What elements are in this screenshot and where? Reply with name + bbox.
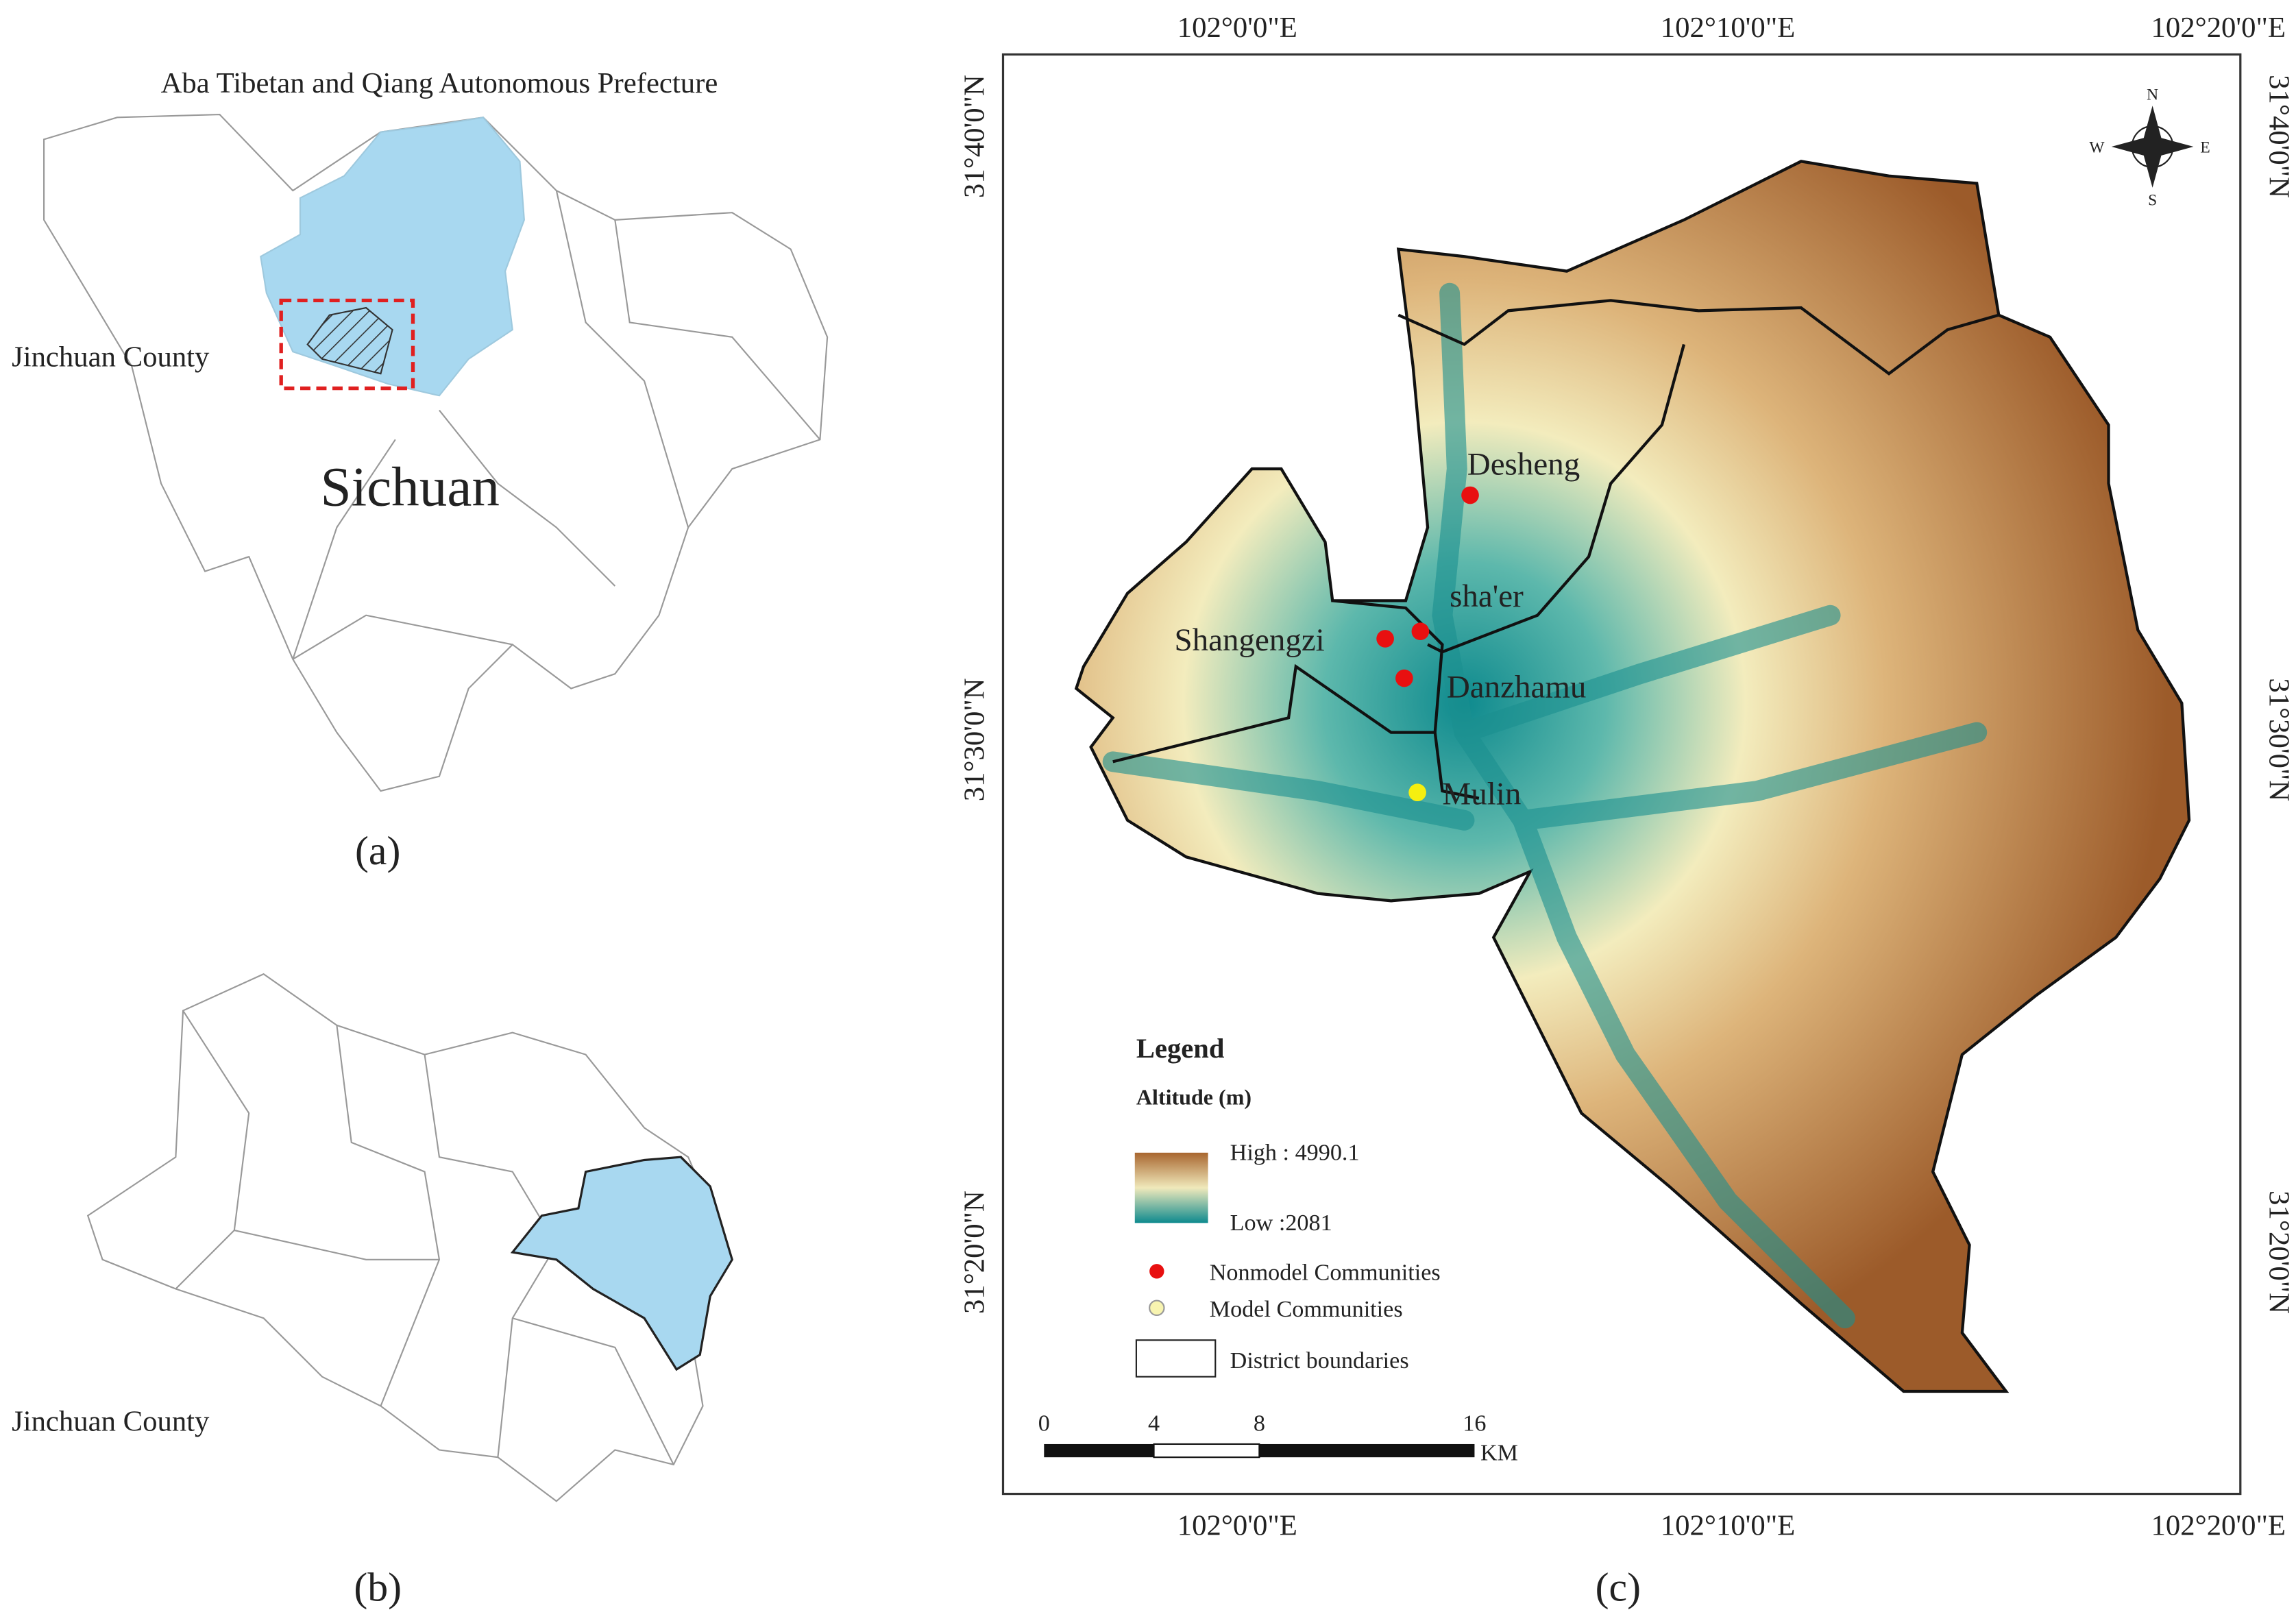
township-lines — [175, 1010, 674, 1465]
place-label: sha'er — [1450, 578, 1524, 614]
legend-subtitle: Altitude (m) — [1136, 1084, 1251, 1109]
legend-item: District boundaries — [1230, 1348, 1409, 1374]
legend-title: Legend — [1136, 1033, 1225, 1064]
scale-label: 8 — [1254, 1411, 1265, 1437]
axis-label: 31°20'0"N — [2263, 1191, 2295, 1314]
panel-c: 102°0'0"E 102°10'0"E 102°20'0"E 102°0'0"… — [959, 12, 2295, 1610]
community-dot — [1461, 486, 1479, 504]
scale-label: 0 — [1038, 1411, 1050, 1437]
district-boundaries — [1112, 299, 1999, 800]
scale-label: 4 — [1148, 1411, 1160, 1437]
highlight-box — [279, 298, 415, 391]
community-dot — [1408, 783, 1426, 802]
panel-title: Aba Tibetan and Qiang Autonomous Prefect… — [161, 67, 718, 99]
compass-label: N — [2147, 86, 2158, 104]
scale-unit: KM — [1480, 1440, 1518, 1465]
axis-label: 102°0'0"E — [1177, 1509, 1297, 1541]
compass-label: S — [2148, 191, 2157, 209]
legend: Legend Altitude (m) High : 4990.1 Low :2… — [1134, 1033, 1441, 1378]
county-hatch — [306, 306, 393, 375]
axis-label: 102°20'0"E — [2151, 12, 2286, 44]
legend-symbol — [1149, 1264, 1164, 1279]
terrain — [1074, 160, 2191, 1393]
prefecture-area — [260, 117, 525, 397]
scale-segment — [1153, 1443, 1260, 1459]
compass-label: E — [2200, 139, 2210, 157]
place-label: Desheng — [1467, 447, 1580, 483]
county-label: Jinchuan County — [12, 341, 210, 374]
axis-label: 31°40'0"N — [2263, 75, 2295, 198]
compass-label: W — [2089, 139, 2105, 157]
legend-high: High : 4990.1 — [1230, 1140, 1360, 1165]
scale-segment — [1259, 1443, 1475, 1458]
compass: N S W E — [2089, 86, 2210, 210]
caption: (b) — [354, 1565, 402, 1610]
caption: (a) — [355, 828, 400, 873]
scale-bar: 0 4 8 16 KM — [1038, 1411, 1518, 1466]
study-area — [510, 1156, 733, 1371]
scale-segment — [1044, 1443, 1154, 1458]
axis-label: 102°0'0"E — [1177, 12, 1297, 44]
axis-label: 31°30'0"N — [959, 678, 991, 801]
valley — [1102, 282, 1988, 1329]
place-label: Danzhamu — [1447, 669, 1587, 705]
axis-label: 102°10'0"E — [1661, 12, 1795, 44]
community-dot — [1395, 669, 1413, 687]
legend-low: Low :2081 — [1230, 1210, 1332, 1236]
community-dot — [1411, 622, 1430, 641]
legend-gradient — [1134, 1152, 1208, 1223]
axis-label: 102°20'0"E — [2151, 1509, 2286, 1541]
axis-label: 31°40'0"N — [959, 75, 991, 198]
caption: (c) — [1596, 1565, 1641, 1610]
axis-label: 31°30'0"N — [2263, 678, 2295, 801]
community-dot — [1376, 630, 1394, 648]
panel-b: Jinchuan County (b) — [12, 973, 733, 1610]
legend-item: Model Communities — [1210, 1297, 1403, 1322]
legend-symbol — [1135, 1339, 1217, 1378]
panel-a: Aba Tibetan and Qiang Autonomous Prefect… — [12, 67, 829, 873]
county-outline — [86, 973, 733, 1502]
map-frame — [1001, 53, 2242, 1496]
place-label: Mulin — [1442, 776, 1521, 812]
axis-label: 31°20'0"N — [959, 1191, 991, 1314]
axis-label: 102°10'0"E — [1661, 1509, 1795, 1541]
legend-item: Nonmodel Communities — [1210, 1260, 1441, 1286]
county-label: Jinchuan County — [12, 1406, 210, 1438]
province-label: Sichuan — [320, 456, 500, 517]
prefecture-lines — [292, 190, 821, 660]
place-label: Shangengzi — [1174, 622, 1324, 658]
legend-symbol — [1149, 1299, 1165, 1317]
scale-label: 16 — [1463, 1411, 1486, 1437]
